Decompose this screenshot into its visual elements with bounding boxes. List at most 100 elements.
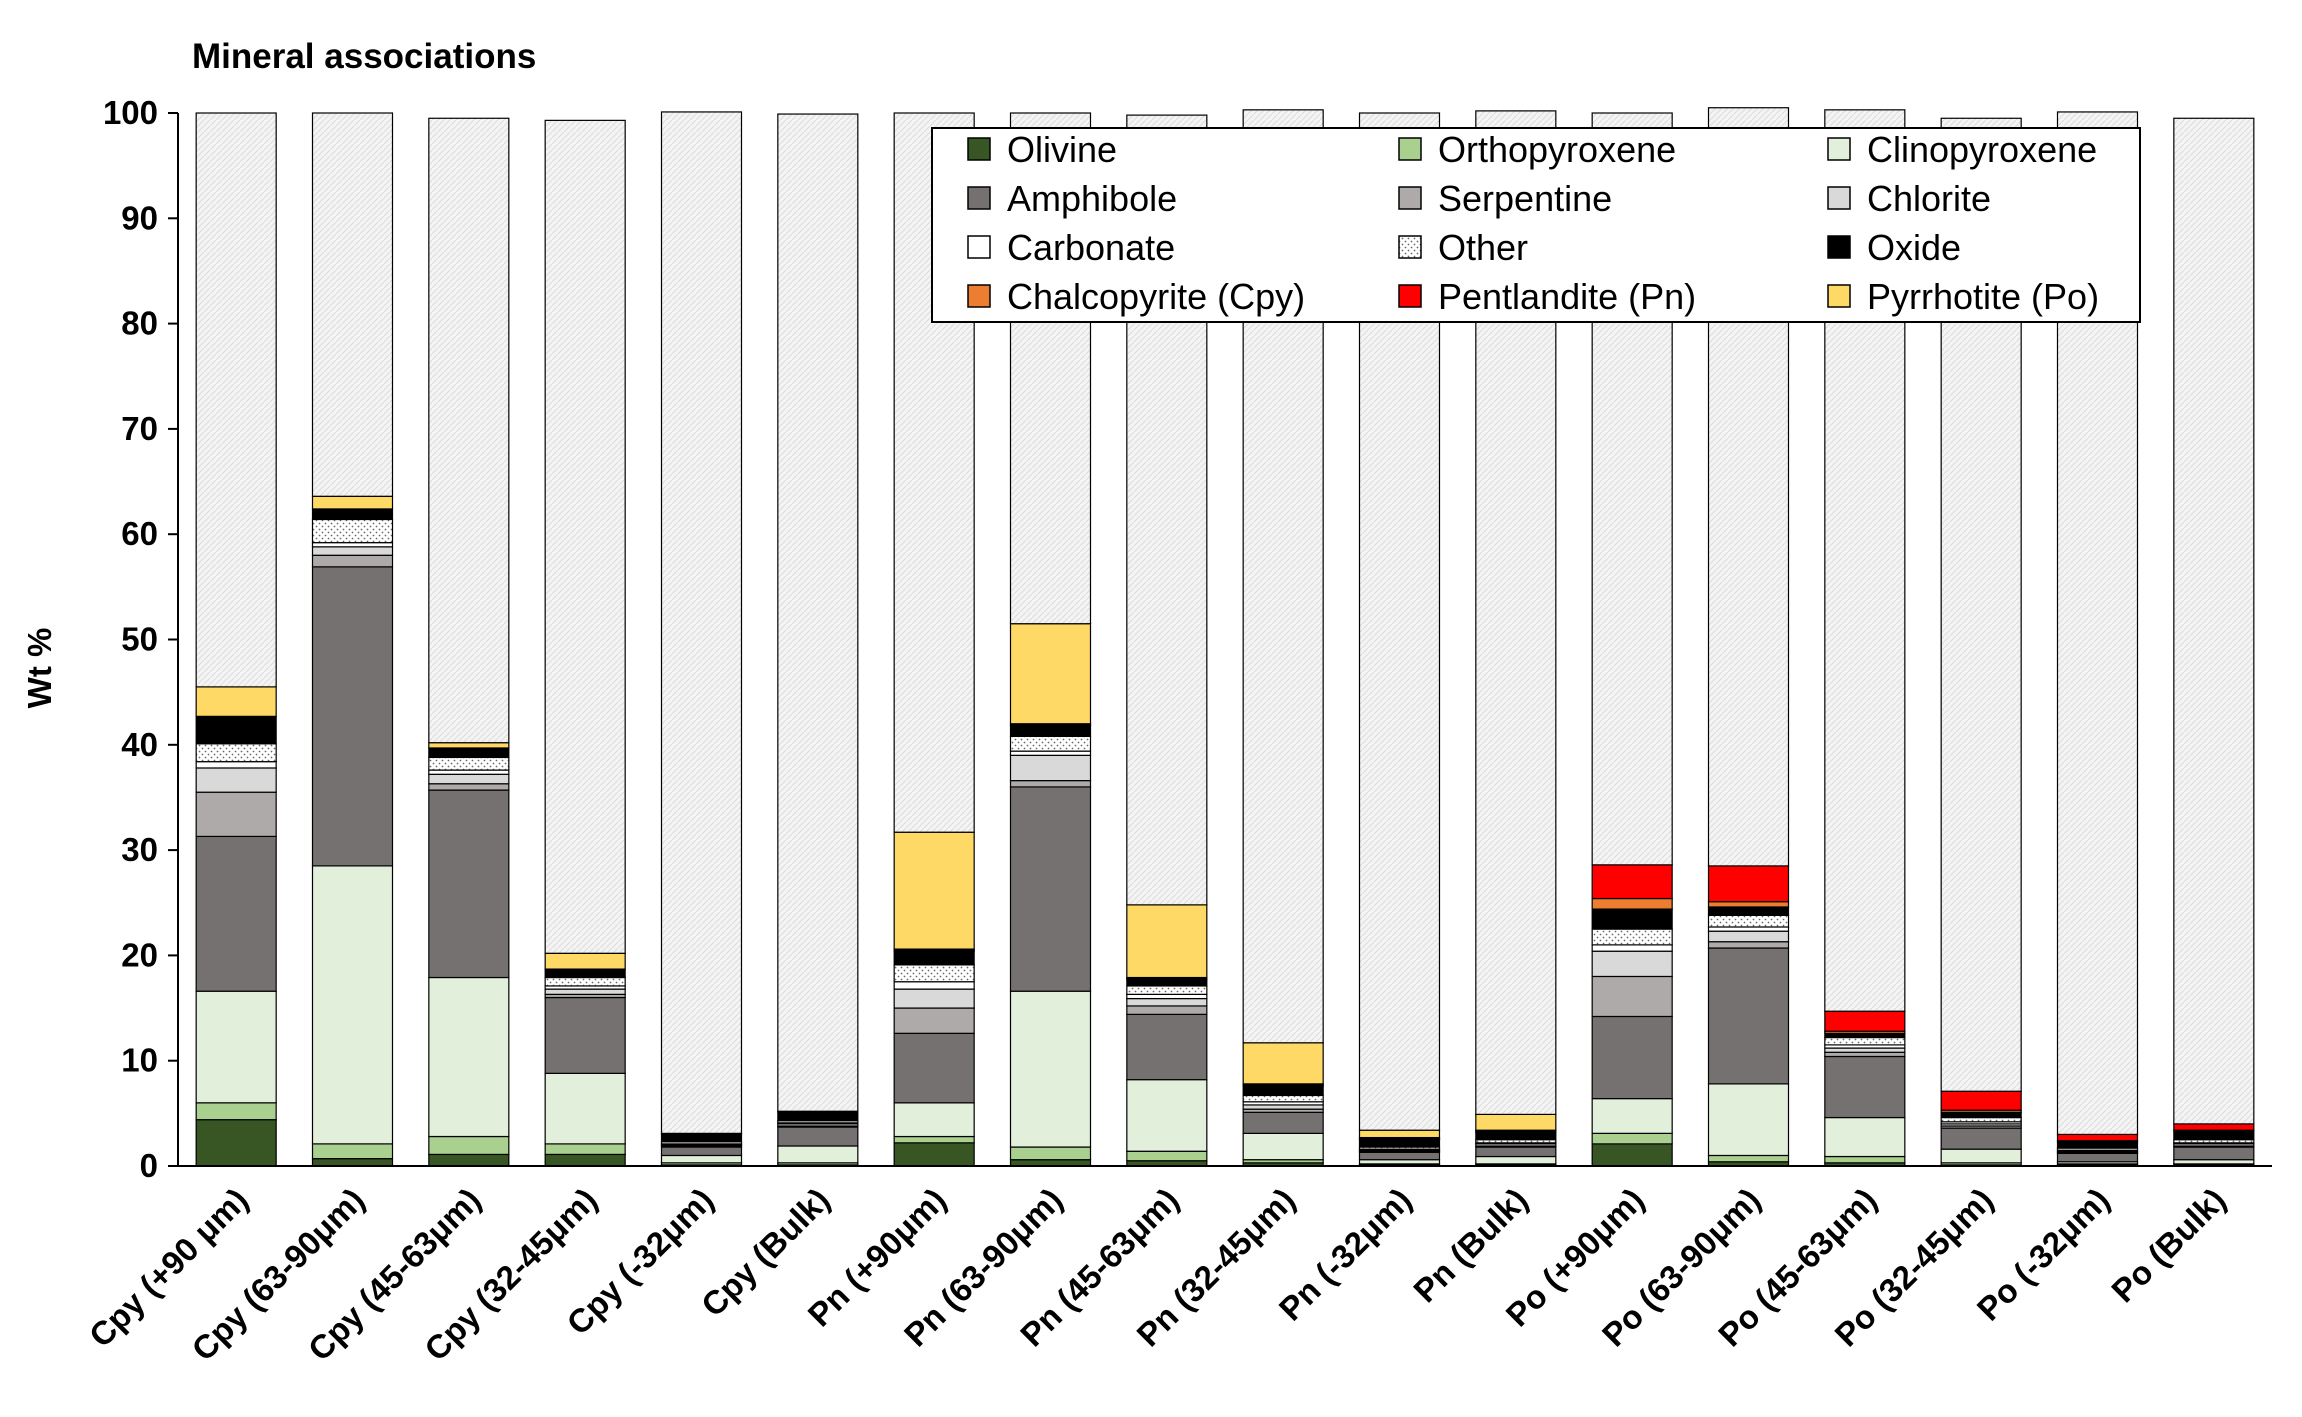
bar-segment-amphibole-6 [893,1032,975,1104]
bar-segment-oxide-0 [195,715,277,745]
legend-label-carbonate: Carbonate [1007,227,1175,268]
bar-segment-oxide-15 [1940,1111,2022,1119]
bar-segment-other-3 [544,976,626,987]
y-tick-label-100: 100 [103,94,158,131]
bar-segment-chlorite-8 [1126,997,1208,1007]
chart-title: Mineral associations [192,37,536,76]
bar-segment-oxide-2 [428,747,510,759]
bar-segment-amphibole-9 [1242,1111,1324,1134]
legend-label-chlorite: Chlorite [1867,178,1991,219]
bar-segment-oxide-16 [2056,1141,2139,1149]
bar-segment-chlorite-2 [428,773,510,785]
bar-segment-clinopyroxene-0 [195,990,277,1104]
y-tick-label-70: 70 [121,410,158,447]
legend-label-chalcopyrite-cpy: Chalcopyrite (Cpy) [1007,276,1305,317]
bar-segment-orthopyroxene-0 [195,1102,277,1121]
legend-swatch-serpentine [1398,186,1422,210]
bar-segment-clinopyroxene-8 [1126,1079,1208,1152]
bar-segment-serpentine-7 [1009,779,1092,788]
legend-swatch-oxide [1827,235,1851,259]
bar-segment-pyrrhotite-po-7 [1009,623,1092,725]
bar-segment-chlorite-13 [1707,930,1790,943]
legend-swatch-orthopyroxene [1398,137,1422,161]
bar-segment-chlorite-6 [893,988,975,1009]
legend-swatch-pyrrhotite-po [1827,284,1851,308]
bar-segment-chlorite-1 [311,546,394,556]
bar-segment-chalcopyrite-cpy-12 [1591,897,1673,910]
bar-segment-serpentine-14 [1824,1051,1906,1058]
bar-segment-mineral-1 [311,112,394,497]
bar-segment-clinopyroxene-1 [311,865,394,1145]
bar-segment-olivine-0 [195,1119,277,1167]
bar-segment-pyrrhotite-po-0 [195,686,277,717]
bar-segment-chlorite-14 [1824,1047,1906,1053]
bar-segment-amphibole-1 [311,566,394,867]
bar-segment-pentlandite-pn-15 [1940,1090,2022,1111]
legend-swatch-olivine [967,137,991,161]
bar-segment-pyrrhotite-po-2 [428,742,510,749]
bar-segment-oxide-6 [893,950,975,966]
bar-segment-serpentine-6 [893,1007,975,1034]
bar-segment-oxide-5 [777,1111,859,1122]
legend-label-amphibole: Amphibole [1007,178,1177,219]
bar-segment-chlorite-0 [195,767,277,793]
bar-segment-oxide-12 [1591,908,1673,930]
bar-segment-amphibole-14 [1824,1055,1906,1119]
bar-segment-clinopyroxene-2 [428,976,510,1138]
bar-segment-other-12 [1591,928,1673,946]
legend-swatch-other [1398,235,1422,259]
bar-segment-chlorite-7 [1009,754,1092,782]
bar-segment-olivine-2 [428,1153,510,1167]
bar-segment-orthopyroxene-8 [1126,1150,1208,1162]
bar-segment-pyrrhotite-po-9 [1242,1042,1324,1085]
legend-label-other: Other [1438,227,1528,268]
legend-label-serpentine: Serpentine [1438,178,1612,219]
bar-segment-amphibole-12 [1591,1015,1673,1100]
y-tick-label-50: 50 [121,621,158,658]
bar-segment-oxide-9 [1242,1085,1324,1097]
legend-box [931,127,2141,323]
bar-segment-clinopyroxene-17 [2173,1159,2255,1165]
bar-segment-oxide-17 [2173,1130,2255,1141]
bar-segment-mineral-2 [428,117,510,744]
bar-segment-oxide-4 [660,1133,743,1143]
bar-segment-chlorite-12 [1591,950,1673,978]
bar-segment-mineral-0 [195,112,277,688]
legend-label-orthopyroxene: Orthopyroxene [1438,129,1676,170]
bar-segment-other-7 [1009,735,1092,752]
bar-segment-orthopyroxene-1 [311,1143,394,1160]
bar-segment-mineral-3 [544,119,626,954]
bar-segment-pyrrhotite-po-11 [1475,1113,1557,1131]
bar-segment-orthopyroxene-3 [544,1143,626,1156]
bar-segment-clinopyroxene-13 [1707,1083,1790,1157]
bar-segment-mineral-5 [777,113,859,1112]
bar-segment-amphibole-5 [777,1126,859,1147]
legend-label-pyrrhotite-po: Pyrrhotite (Po) [1867,276,2099,317]
bar-segment-pentlandite-pn-13 [1707,865,1790,903]
legend-swatch-chlorite [1827,186,1851,210]
bar-segment-serpentine-2 [428,783,510,791]
bar-segment-chalcopyrite-cpy-13 [1707,901,1790,908]
bar-segment-orthopyroxene-13 [1707,1154,1790,1163]
bar-segment-pyrrhotite-po-10 [1358,1129,1441,1139]
bar-segment-pyrrhotite-po-3 [544,952,626,970]
bar-segment-clinopyroxene-3 [544,1072,626,1145]
bar-segment-other-1 [311,518,394,544]
y-tick-label-20: 20 [121,936,158,973]
bar-segment-amphibole-17 [2173,1146,2255,1161]
bar-segment-clinopyroxene-6 [893,1102,975,1138]
bar-segment-olivine-3 [544,1153,626,1167]
bar-segment-chlorite-3 [544,988,626,995]
bar-segment-clinopyroxene-14 [1824,1116,1906,1158]
bar-segment-other-6 [893,964,975,983]
legend: Olivine Orthopyroxene Clinopyroxene Amphibo… [931,127,2141,323]
bar-segment-carbonate-1 [311,542,394,548]
legend-swatch-amphibole [967,186,991,210]
bar-segment-olivine-6 [893,1142,975,1167]
bar-segment-clinopyroxene-15 [1940,1148,2022,1164]
bar-segment-amphibole-15 [1940,1127,2022,1150]
legend-swatch-clinopyroxene [1827,137,1851,161]
bar-segment-orthopyroxene-6 [893,1135,975,1144]
legend-label-pentlandite-pn: Pentlandite (Pn) [1438,276,1696,317]
